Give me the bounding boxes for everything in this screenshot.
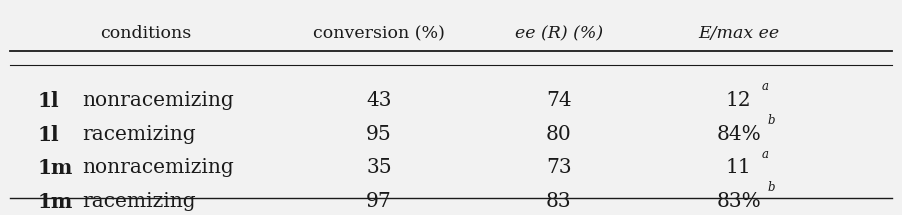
Text: conversion (%): conversion (%) — [313, 25, 445, 42]
Text: 35: 35 — [366, 158, 391, 177]
Text: nonracemizing: nonracemizing — [82, 91, 234, 110]
Text: a: a — [761, 80, 769, 93]
Text: racemizing: racemizing — [82, 192, 196, 211]
Text: 84%: 84% — [716, 125, 761, 144]
Text: b: b — [768, 114, 776, 127]
Text: nonracemizing: nonracemizing — [82, 158, 234, 177]
Text: a: a — [761, 147, 769, 161]
Text: 1m: 1m — [37, 158, 73, 178]
Text: 12: 12 — [726, 91, 751, 110]
Text: 83: 83 — [546, 192, 572, 211]
Text: 95: 95 — [366, 125, 392, 144]
Text: 83%: 83% — [716, 192, 761, 211]
Text: 73: 73 — [546, 158, 572, 177]
Text: 74: 74 — [546, 91, 572, 110]
Text: 97: 97 — [366, 192, 392, 211]
Text: conditions: conditions — [99, 25, 191, 42]
Text: E/max ee: E/max ee — [698, 25, 779, 42]
Text: 80: 80 — [546, 125, 572, 144]
Text: 11: 11 — [726, 158, 751, 177]
Text: 1l: 1l — [37, 125, 59, 145]
Text: racemizing: racemizing — [82, 125, 196, 144]
Text: 1m: 1m — [37, 192, 73, 212]
Text: ee (R) (%): ee (R) (%) — [515, 25, 603, 42]
Text: b: b — [768, 181, 776, 194]
Text: 1l: 1l — [37, 91, 59, 111]
Text: 43: 43 — [366, 91, 391, 110]
